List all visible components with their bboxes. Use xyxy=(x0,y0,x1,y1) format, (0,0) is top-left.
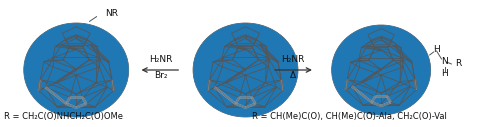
Ellipse shape xyxy=(332,25,430,115)
Text: R: R xyxy=(456,60,462,68)
Text: H₂NR: H₂NR xyxy=(282,55,304,65)
Text: R = CH(Me)C(O), CH(Me)C(O)-Ala, CH₂C(O)-Val: R = CH(Me)C(O), CH(Me)C(O)-Ala, CH₂C(O)-… xyxy=(252,113,448,122)
Text: NR: NR xyxy=(105,9,118,18)
Ellipse shape xyxy=(24,23,128,117)
Text: N: N xyxy=(441,58,448,67)
Text: H: H xyxy=(441,69,448,78)
Text: H₂NR: H₂NR xyxy=(148,55,172,65)
Text: R = CH₂C(O)NHCH₂C(O)OMe: R = CH₂C(O)NHCH₂C(O)OMe xyxy=(4,113,123,122)
Text: H: H xyxy=(433,45,440,54)
Text: Br₂: Br₂ xyxy=(154,72,167,81)
Ellipse shape xyxy=(193,23,298,117)
Text: Δ: Δ xyxy=(290,72,296,81)
